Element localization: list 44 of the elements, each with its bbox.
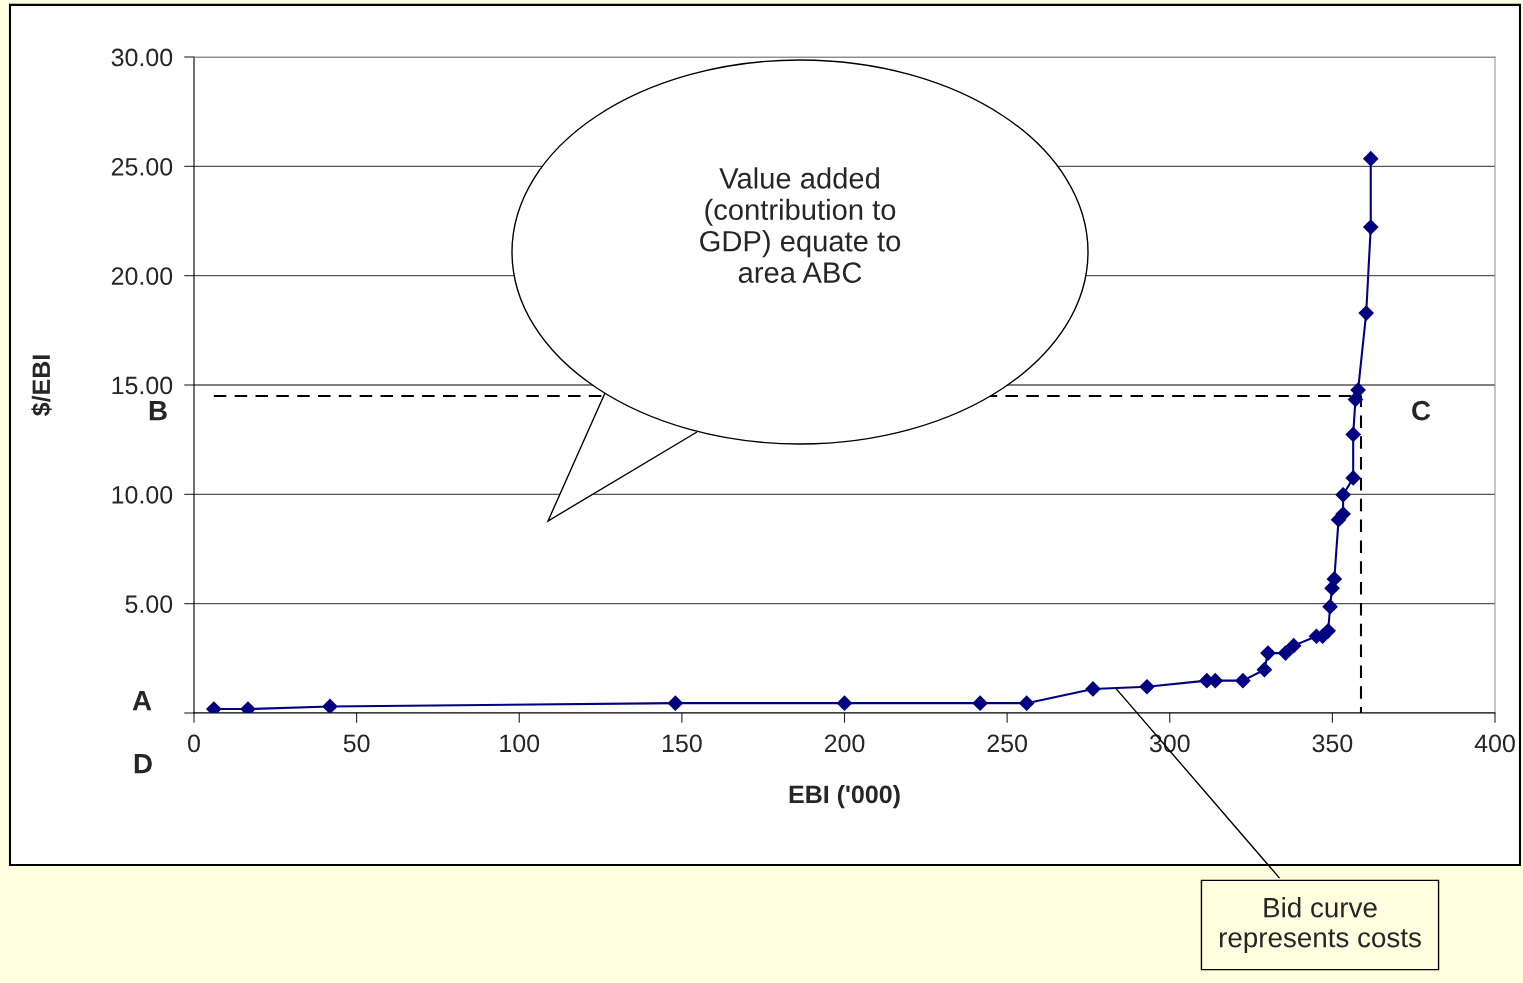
x-tick-label: 250 [987,734,1027,753]
x-tick-label: 100 [500,734,540,753]
point [1260,645,1276,661]
point [1362,150,1379,167]
point [1139,678,1155,695]
text: B [149,401,167,421]
point [1345,470,1362,486]
point [322,698,338,713]
point [1326,571,1343,587]
point [1285,637,1302,654]
y-tick-label: 10.00 [112,485,173,504]
point [1320,622,1336,639]
x-tick-label: 150 [662,734,702,753]
y-tick-label: 15.00 [112,376,173,395]
point [1235,672,1251,689]
point [1350,382,1366,398]
point [1277,645,1294,661]
point [1345,426,1362,443]
x-tick-label: 350 [1312,734,1353,753]
text: D [134,754,152,774]
point [1018,695,1035,712]
x-axis-title: EBI ('000) [789,784,900,809]
point [1256,661,1273,678]
x-tick-label: 0 [188,734,200,753]
y-axis-title: $/EBI [31,355,52,416]
y-tick-label: 20.00 [111,267,173,285]
point [1335,486,1351,503]
point [1085,681,1101,697]
x-tick-label: 400 [1474,734,1515,753]
point [1322,598,1338,615]
annotation: Value added (contribution to GDP) equate to area ABC [700,167,901,283]
annotation: C [1412,400,1431,421]
point [1362,219,1379,235]
point [972,695,988,712]
text: A [132,691,152,711]
y-tick-label: 5.00 [125,595,173,613]
point [1358,305,1375,321]
point [836,695,853,712]
x-tick-label: 50 [343,734,370,753]
point [667,695,684,712]
y-tick-label: 25.00 [111,157,173,176]
annotation: Bid curve represents costs [1219,897,1421,953]
x-tick-label: 200 [824,734,865,753]
y-tick-label: 30.00 [111,48,173,67]
